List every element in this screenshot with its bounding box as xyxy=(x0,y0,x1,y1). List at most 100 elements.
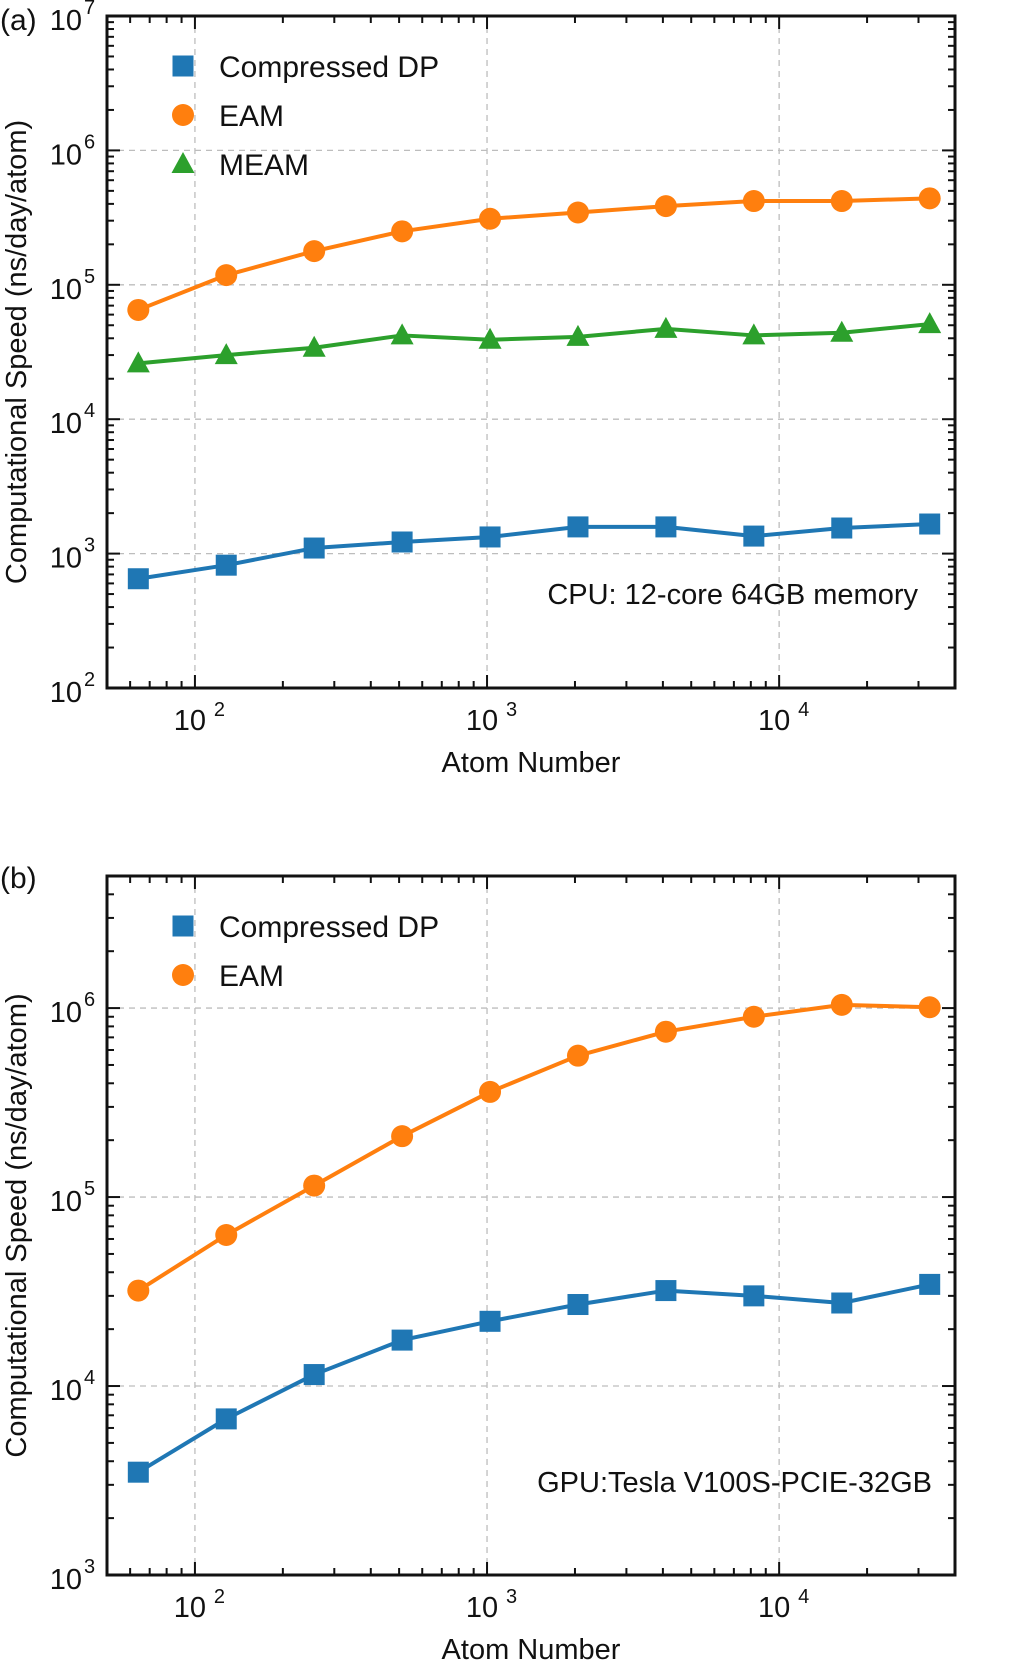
tick-layer: 10 2 10 3 10 410 210 310 410 510 610 7 xyxy=(50,0,956,737)
series-line xyxy=(138,522,930,581)
x-tick-exponent: 3 xyxy=(506,699,517,721)
data-point-square xyxy=(743,525,765,547)
x-tick-exponent: 4 xyxy=(798,1586,809,1608)
series-line xyxy=(137,196,930,312)
legend-item: EAM xyxy=(172,100,284,133)
series-line xyxy=(138,322,930,366)
data-point-circle xyxy=(479,207,502,230)
y-tick-exponent: 3 xyxy=(84,1556,95,1578)
legend-item: Compressed DP xyxy=(172,911,439,944)
data-point-square xyxy=(831,517,853,539)
data-point-circle xyxy=(479,1080,502,1103)
grid-lines xyxy=(107,16,955,688)
data-point-square xyxy=(479,526,501,548)
data-point-circle xyxy=(391,220,414,243)
legend-item: Compressed DP xyxy=(172,51,439,84)
data-point-square xyxy=(567,1294,589,1316)
data-point-circle xyxy=(566,201,589,224)
data-point-circle xyxy=(918,996,941,1019)
data-point-square xyxy=(391,1329,413,1351)
legend-marker xyxy=(172,104,194,126)
chart-panel-b: (b) 10 2 10 3 10 410 310 410 510 6 Computational … xyxy=(0,862,957,1666)
legend-label: MEAM xyxy=(219,149,309,182)
data-point-square xyxy=(479,1310,501,1332)
legend-label: EAM xyxy=(219,960,284,993)
x-tick-exponent: 2 xyxy=(214,1586,225,1608)
x-tick-exponent: 2 xyxy=(214,699,225,721)
y-tick-label: 10 xyxy=(50,5,82,37)
y-tick-label: 10 xyxy=(50,543,82,575)
tick-layer: 10 2 10 3 10 410 310 410 510 6 xyxy=(50,875,956,1624)
data-point-circle xyxy=(742,190,765,213)
x-tick-label: 10 xyxy=(758,705,790,737)
hardware-annotation: GPU:Tesla V100S-PCIE-32GB xyxy=(537,1467,932,1499)
data-point-triangle xyxy=(478,327,502,349)
x-tick-label: 10 xyxy=(466,1592,498,1624)
data-point-triangle xyxy=(654,316,678,338)
data-point-square xyxy=(391,531,413,553)
y-tick-exponent: 2 xyxy=(84,669,95,691)
y-tick-exponent: 7 xyxy=(84,0,95,19)
legend-label: Compressed DP xyxy=(219,51,439,84)
data-point-circle xyxy=(215,264,238,287)
panel-label-a: (a) xyxy=(0,4,37,37)
data-point-triangle xyxy=(742,323,766,345)
y-tick-exponent: 4 xyxy=(84,1367,95,1389)
legend: Compressed DP EAM xyxy=(172,911,439,993)
y-tick-label: 10 xyxy=(50,139,82,171)
data-point-circle xyxy=(654,1020,677,1043)
series-compressed-dp xyxy=(127,1273,941,1483)
x-tick-label: 10 xyxy=(466,705,498,737)
series-meam xyxy=(126,312,942,373)
y-axis-label: Computational Speed (ns/day/atom) xyxy=(1,993,33,1457)
x-tick-label: 10 xyxy=(174,1592,206,1624)
legend-marker xyxy=(172,964,194,986)
data-point-square xyxy=(831,1292,853,1314)
panel-label-b: (b) xyxy=(0,862,37,895)
data-point-square xyxy=(303,1364,325,1386)
data-point-circle xyxy=(127,1279,150,1302)
data-point-triangle xyxy=(302,335,326,357)
legend-marker xyxy=(172,915,194,937)
data-point-square xyxy=(567,516,589,538)
legend-item: EAM xyxy=(172,960,284,993)
series-layer xyxy=(126,187,942,590)
legend-marker xyxy=(171,152,195,173)
data-point-triangle xyxy=(566,324,590,346)
series-eam xyxy=(127,993,941,1302)
y-tick-label: 10 xyxy=(50,997,82,1029)
y-tick-label: 10 xyxy=(50,1186,82,1218)
y-tick-label: 10 xyxy=(50,677,82,709)
data-point-square xyxy=(655,1280,677,1302)
data-point-square xyxy=(127,1461,149,1483)
data-point-square xyxy=(215,554,237,576)
y-tick-exponent: 5 xyxy=(84,266,95,288)
series-line xyxy=(137,1282,931,1474)
hardware-annotation: CPU: 12-core 64GB memory xyxy=(547,579,918,611)
data-point-triangle xyxy=(214,343,238,365)
data-point-triangle xyxy=(126,351,150,373)
data-point-circle xyxy=(918,187,941,210)
data-point-square xyxy=(127,568,149,590)
data-point-triangle xyxy=(918,312,942,334)
y-axis-label: Computational Speed (ns/day/atom) xyxy=(1,120,33,584)
data-point-circle xyxy=(830,993,853,1016)
x-tick-label: 10 xyxy=(758,1592,790,1624)
legend-item: MEAM xyxy=(171,149,309,182)
data-point-square xyxy=(215,1408,237,1430)
legend-label: EAM xyxy=(219,100,284,133)
data-point-circle xyxy=(830,190,853,213)
y-tick-exponent: 4 xyxy=(84,400,95,422)
y-tick-exponent: 5 xyxy=(84,1178,95,1200)
x-tick-exponent: 3 xyxy=(506,1586,517,1608)
data-point-square xyxy=(919,1273,941,1295)
data-point-square xyxy=(743,1285,765,1307)
y-tick-label: 10 xyxy=(50,1564,82,1596)
legend-marker xyxy=(172,55,194,77)
legend: Compressed DP EAM MEAM xyxy=(171,51,439,182)
x-axis-label: Atom Number xyxy=(442,1634,621,1666)
data-point-square xyxy=(919,513,941,535)
chart-panel-a: (a) 10 2 10 3 10 410 210 310 410 510 610 7 Computat… xyxy=(0,0,957,779)
data-point-circle xyxy=(303,1174,326,1197)
